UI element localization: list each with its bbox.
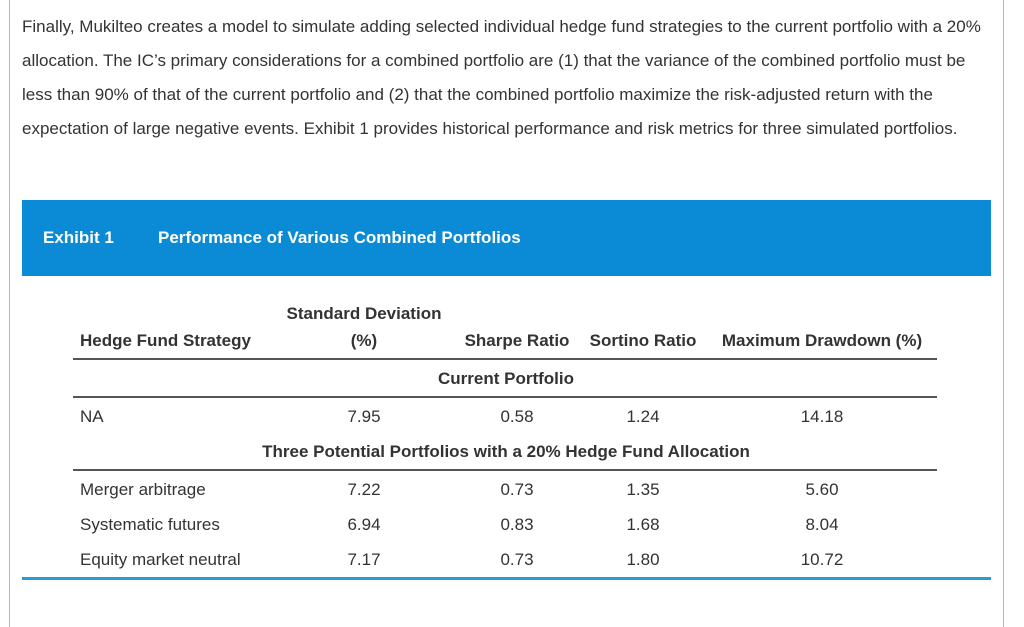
table-bottom-rule [22, 577, 991, 580]
cell-mdd: 10.72 [800, 550, 844, 569]
header-std-line2: (%) [350, 331, 378, 350]
cell-strategy: NA [80, 407, 104, 426]
cell-sharpe: 0.73 [500, 550, 534, 569]
exhibit-title: Performance of Various Combined Portfoli… [158, 228, 521, 247]
cell-sortino: 1.24 [626, 407, 660, 426]
header-rule [73, 358, 937, 360]
cell-sortino: 1.80 [626, 550, 660, 569]
intro-paragraph: Finally, Mukilteo creates a model to sim… [22, 17, 981, 138]
section-rule [73, 469, 937, 471]
cell-mdd: 14.18 [800, 407, 844, 426]
cell-std: 6.94 [347, 515, 381, 534]
cell-sharpe: 0.73 [500, 480, 534, 499]
cell-std: 7.95 [347, 407, 381, 426]
header-sharpe: Sharpe Ratio [464, 331, 570, 350]
header-max-drawdown: Maximum Drawdown (%) [721, 331, 923, 350]
cell-sharpe: 0.58 [500, 407, 534, 426]
cell-strategy: Equity market neutral [80, 550, 241, 569]
cell-std: 7.22 [347, 480, 381, 499]
cell-mdd: 8.04 [805, 515, 839, 534]
left-border [9, 0, 10, 627]
right-border [1003, 0, 1004, 627]
section-potential-portfolios: Three Potential Portfolios with a 20% He… [262, 442, 750, 461]
exhibit-banner: Exhibit 1 Performance of Various Combine… [22, 200, 991, 276]
header-strategy: Hedge Fund Strategy [80, 331, 251, 350]
cell-mdd: 5.60 [805, 480, 839, 499]
cell-sharpe: 0.83 [500, 515, 534, 534]
cell-sortino: 1.68 [626, 515, 660, 534]
cell-strategy: Merger arbitrage [80, 480, 206, 499]
cell-sortino: 1.35 [626, 480, 660, 499]
header-sortino: Sortino Ratio [589, 331, 697, 350]
header-std-line1: Standard Deviation [286, 304, 442, 323]
exhibit-label: Exhibit 1 [43, 228, 114, 247]
section-current-portfolio: Current Portfolio [438, 369, 574, 388]
cell-std: 7.17 [347, 550, 381, 569]
cell-strategy: Systematic futures [80, 515, 220, 534]
section-rule [73, 396, 937, 398]
